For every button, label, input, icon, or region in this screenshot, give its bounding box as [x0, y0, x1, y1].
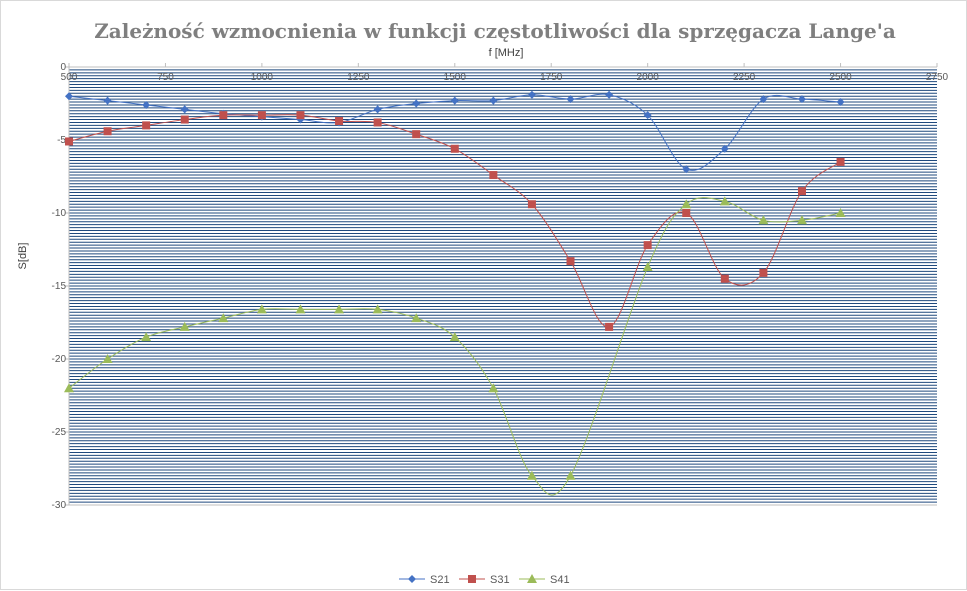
- legend-marker-s31: [468, 575, 476, 583]
- data-point-s31: [527, 200, 536, 209]
- chart-title: Zależność wzmocnienia w funkcji częstotl…: [94, 19, 896, 43]
- data-point-s31: [257, 111, 266, 120]
- x-tick-label: 2250: [733, 72, 756, 83]
- data-point-s31: [720, 274, 729, 283]
- data-point-s31: [103, 127, 112, 136]
- data-point-s41: [488, 383, 499, 393]
- x-tick-label: 2750: [926, 72, 949, 83]
- data-point-s31: [412, 130, 421, 139]
- data-point-s41: [256, 304, 267, 314]
- x-tick-label: 1750: [540, 72, 563, 83]
- data-point-s31: [605, 322, 614, 331]
- data-point-s21: [566, 95, 575, 104]
- legend: S21 S31 S41: [399, 574, 570, 586]
- data-point-s41: [102, 354, 113, 363]
- x-tick-label: 1000: [251, 72, 274, 83]
- series-line-s31: [68, 114, 841, 328]
- data-point-s31: [296, 111, 305, 120]
- y-tick-label: 0: [60, 62, 66, 73]
- data-point-s21: [759, 95, 768, 104]
- data-point-s41: [719, 196, 730, 206]
- data-point-s31: [450, 144, 459, 153]
- x-tick-label: 500: [61, 72, 78, 83]
- axes: 500 750 1000 1250 1500 1750 2000 2250 2500 2750 0 -…: [52, 62, 949, 511]
- data-point-s31: [65, 137, 73, 146]
- data-point-s21: [797, 95, 806, 104]
- y-tick-label: -20: [52, 354, 67, 365]
- data-point-s41: [218, 313, 229, 323]
- x-tick-label: 2500: [829, 72, 852, 83]
- data-point-s41: [526, 470, 537, 480]
- data-point-s31: [219, 111, 228, 120]
- y-tick-label: -25: [52, 427, 67, 438]
- gridlines: [69, 69, 937, 503]
- data-point-s41: [64, 383, 74, 393]
- legend-item-s31: S31: [459, 574, 510, 586]
- y-tick-label: -15: [52, 281, 67, 292]
- data-point-s41: [565, 470, 576, 480]
- data-point-s21: [450, 96, 459, 105]
- data-point-s21: [65, 92, 73, 101]
- data-point-s31: [797, 187, 806, 196]
- data-point-s41: [642, 262, 653, 272]
- data-point-s41: [796, 215, 807, 225]
- y-tick-label: -5: [57, 135, 66, 146]
- x-tick-label: 1250: [347, 72, 370, 83]
- data-point-s41: [449, 332, 460, 342]
- data-point-s31: [335, 117, 344, 126]
- legend-item-s21: S21: [399, 574, 450, 586]
- data-point-s21: [527, 90, 536, 99]
- data-point-s21: [720, 144, 729, 153]
- data-point-s21: [103, 96, 112, 105]
- data-point-s41: [295, 304, 306, 314]
- data-point-s41: [758, 215, 769, 225]
- legend-item-s41: S41: [519, 574, 570, 586]
- series-s41: [64, 196, 846, 496]
- data-point-s21: [682, 165, 691, 174]
- data-point-s21: [373, 105, 382, 114]
- data-point-s21: [412, 99, 421, 108]
- data-point-s31: [759, 268, 768, 277]
- data-point-s21: [643, 111, 652, 120]
- data-point-s41: [372, 304, 383, 314]
- legend-label-s31: S31: [490, 574, 510, 586]
- data-point-s21: [836, 98, 845, 107]
- data-point-s31: [142, 121, 151, 130]
- data-point-s31: [566, 257, 575, 266]
- data-point-s21: [489, 96, 498, 105]
- y-tick-label: -30: [52, 500, 67, 511]
- y-axis-label: S[dB]: [17, 243, 29, 270]
- legend-marker-s21: [408, 575, 416, 583]
- data-point-s31: [643, 241, 652, 250]
- data-point-s31: [489, 171, 498, 180]
- data-point-s41: [179, 321, 190, 331]
- legend-label-s21: S21: [430, 574, 450, 586]
- x-tick-label: 1500: [444, 72, 467, 83]
- legend-label-s41: S41: [550, 574, 570, 586]
- data-point-s21: [142, 100, 151, 109]
- data-point-s41: [334, 304, 345, 314]
- x-axis-label: f [MHz]: [489, 47, 524, 59]
- data-point-s31: [682, 209, 691, 217]
- data-point-s41: [835, 208, 846, 217]
- data-point-s21: [605, 90, 614, 99]
- data-point-s21: [180, 105, 189, 114]
- y-tick-label: -10: [52, 208, 67, 219]
- data-point-s31: [180, 115, 189, 124]
- x-tick-label: 2000: [637, 72, 660, 83]
- x-tick-label: 750: [157, 72, 174, 83]
- data-point-s41: [411, 313, 422, 323]
- legend-marker-s41: [527, 574, 537, 583]
- data-point-s31: [836, 157, 845, 166]
- series-layer: [64, 90, 846, 496]
- data-point-s31: [373, 118, 382, 127]
- data-point-s41: [681, 199, 692, 209]
- data-point-s41: [141, 332, 152, 342]
- series-s31: [65, 111, 845, 331]
